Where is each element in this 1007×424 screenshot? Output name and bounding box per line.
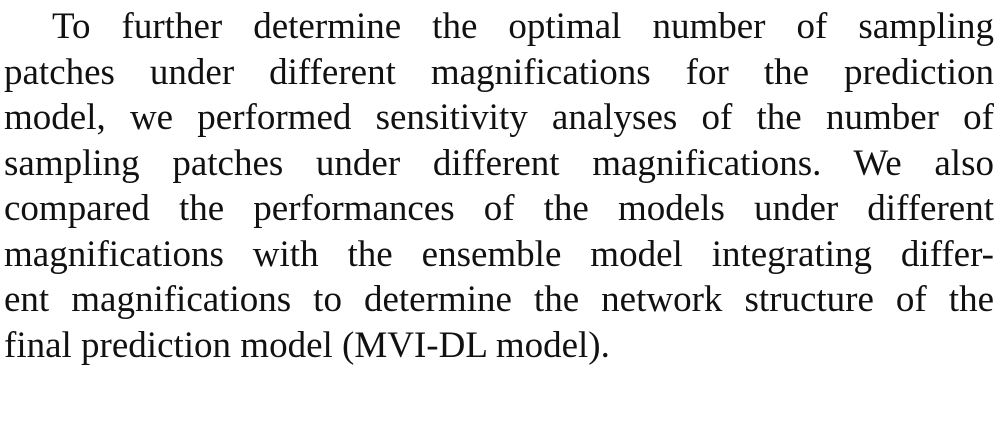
body-paragraph: To further determine the optimal number … bbox=[4, 0, 994, 366]
paragraph-line-4: sampling patches under different magnifi… bbox=[4, 142, 994, 184]
paragraph-line-6: magnifications with the ensemble model i… bbox=[4, 233, 994, 275]
paragraph-line-8: final prediction model (MVI-DL model). bbox=[4, 324, 610, 366]
paragraph-line-1: To further determine the optimal number … bbox=[52, 6, 994, 47]
paragraph-line-2: patches under different magnifications f… bbox=[4, 51, 994, 93]
paragraph-line-7: ent magnifications to determine the netw… bbox=[4, 279, 994, 320]
paragraph-line-3: model, we performed sensitivity analyses… bbox=[4, 97, 994, 138]
paragraph-line-5: compared the performances of the models … bbox=[4, 188, 994, 229]
